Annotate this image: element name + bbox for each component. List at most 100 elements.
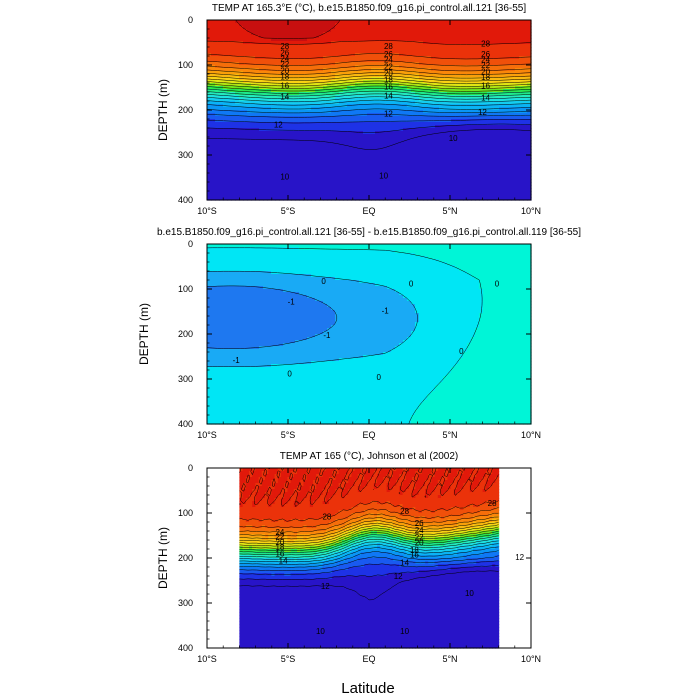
field-cell	[499, 185, 504, 189]
field-cell	[499, 92, 504, 96]
field-cell	[411, 179, 416, 183]
field-cell	[207, 56, 212, 60]
field-cell	[339, 92, 344, 96]
field-cell	[363, 110, 368, 114]
field-cell	[399, 167, 404, 171]
field-cell	[447, 125, 452, 129]
field-cell	[215, 182, 220, 186]
field-cell	[231, 26, 236, 30]
field-cell	[463, 194, 468, 198]
field-cell	[215, 188, 220, 192]
field-cell	[443, 125, 448, 129]
field-cell	[207, 44, 212, 48]
field-cell	[299, 179, 304, 183]
field-cell	[355, 197, 360, 201]
field-cell	[523, 194, 528, 198]
field-cell	[327, 56, 332, 60]
field-cell	[219, 110, 224, 114]
field-cell	[467, 131, 472, 135]
field-cell	[499, 80, 504, 84]
field-cell	[479, 176, 484, 180]
field-cell	[471, 50, 476, 54]
field-cell	[283, 119, 288, 123]
field-cell	[507, 116, 512, 120]
field-cell	[283, 176, 288, 180]
field-cell	[479, 29, 484, 33]
field-cell	[503, 116, 508, 120]
field-cell	[327, 173, 332, 177]
field-cell	[451, 23, 456, 27]
field-cell	[455, 176, 460, 180]
field-cell	[399, 101, 404, 105]
field-cell	[515, 32, 520, 36]
field-cell	[503, 164, 508, 168]
field-cell	[523, 68, 528, 72]
field-cell	[399, 158, 404, 162]
field-cell	[423, 29, 428, 33]
field-cell	[287, 197, 292, 201]
field-cell	[331, 125, 336, 129]
field-cell	[371, 65, 376, 69]
field-cell	[471, 164, 476, 168]
field-cell	[271, 167, 276, 171]
field-cell	[439, 44, 444, 48]
field-cell	[363, 140, 368, 144]
field-cell	[411, 104, 416, 108]
field-cell	[311, 80, 316, 84]
field-cell	[367, 113, 372, 117]
field-cell	[503, 107, 508, 111]
field-cell	[387, 134, 392, 138]
field-cell	[483, 95, 488, 99]
field-cell	[495, 104, 500, 108]
field-cell	[463, 74, 468, 78]
field-cell	[243, 47, 248, 51]
field-cell	[407, 122, 412, 126]
field-cell	[479, 74, 484, 78]
field-cell	[499, 182, 504, 186]
field-cell	[307, 185, 312, 189]
contour-line	[206, 88, 532, 95]
field-cell	[419, 197, 424, 201]
field-cell	[487, 128, 492, 132]
field-cell	[435, 26, 440, 30]
field-cell	[519, 125, 524, 129]
field-cell	[503, 110, 508, 114]
field-cell	[219, 92, 224, 96]
field-cell	[295, 179, 300, 183]
field-cell	[491, 20, 496, 24]
field-cell	[243, 158, 248, 162]
field-cell	[371, 155, 376, 159]
field-cell	[407, 140, 412, 144]
field-cell	[343, 176, 348, 180]
field-cell	[267, 83, 272, 87]
field-cell	[367, 38, 372, 42]
field-cell	[263, 77, 268, 81]
field-cell	[323, 173, 328, 177]
field-cell	[495, 101, 500, 105]
field-cell	[339, 185, 344, 189]
field-cell	[483, 122, 488, 126]
field-cell	[399, 146, 404, 150]
field-cell	[391, 146, 396, 150]
field-cell	[315, 170, 320, 174]
field-cell	[391, 140, 396, 144]
field-cell	[247, 95, 252, 99]
field-cell	[307, 176, 312, 180]
field-cell	[523, 74, 528, 78]
field-cell	[411, 188, 416, 192]
field-cell	[411, 167, 416, 171]
field-cell	[355, 98, 360, 102]
field-cell	[459, 101, 464, 105]
field-cell	[503, 173, 508, 177]
field-cell	[363, 155, 368, 159]
field-cell	[207, 116, 212, 120]
field-cell	[507, 161, 512, 165]
field-cell	[447, 77, 452, 81]
field-cell	[323, 179, 328, 183]
field-cell	[475, 47, 480, 51]
field-cell	[515, 44, 520, 48]
field-cell	[315, 131, 320, 135]
field-cell	[279, 47, 284, 51]
field-cell	[507, 101, 512, 105]
field-cell	[247, 158, 252, 162]
